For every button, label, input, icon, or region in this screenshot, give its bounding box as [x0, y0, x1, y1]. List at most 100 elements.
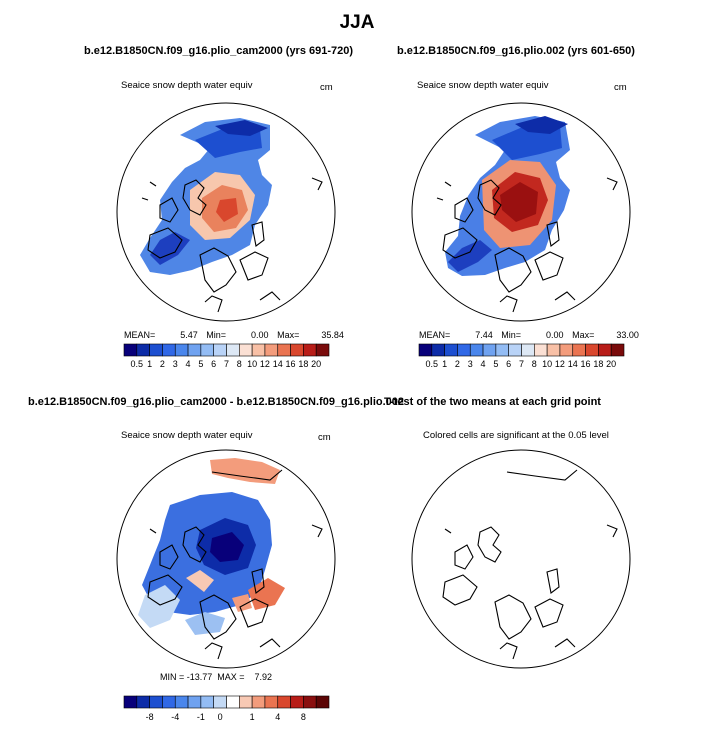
colorbar-tick-label: 1: [147, 359, 152, 369]
colorbar-swatch: [277, 695, 291, 709]
colorbar-swatch: [226, 343, 240, 357]
panel-2-map: [411, 102, 631, 322]
min-label: Min=: [501, 330, 522, 340]
colorbar-swatch: [264, 695, 279, 709]
diff-light-2: [185, 612, 225, 635]
panel-3-map: [116, 449, 336, 669]
coastlines: [436, 177, 618, 313]
mean-value: 7.44: [475, 330, 493, 340]
colorbar-tick-label: 18: [298, 359, 308, 369]
ice-peak: [500, 182, 538, 222]
panel-2-units: cm: [614, 82, 627, 93]
diff-pos-4: [232, 594, 252, 612]
colorbar-tick-label: 10: [542, 359, 552, 369]
colorbar-swatch: [534, 343, 548, 357]
colorbar-swatch: [546, 343, 561, 357]
ice-peak: [216, 198, 238, 222]
colorbar-swatch: [200, 695, 214, 709]
colorbar-swatch: [251, 343, 266, 357]
panel-1-stats: MEAN= 5.47 Min= 0.00 Max= 35.84: [124, 330, 344, 340]
diff-pos-2: [248, 578, 285, 610]
mean-label: MEAN=: [124, 330, 156, 340]
panel-1-map: [116, 102, 336, 322]
colorbar-swatch: [418, 343, 433, 357]
colorbar-tick-label: 16: [286, 359, 296, 369]
colorbar-tick-label: 16: [581, 359, 591, 369]
colorbar-swatch: [239, 343, 253, 357]
colorbar-swatch: [136, 695, 150, 709]
colorbar-tick-label: 7: [224, 359, 229, 369]
colorbar-swatch: [482, 343, 497, 357]
colorbar-tick-label: 1: [250, 712, 255, 722]
ice-edge: [150, 232, 190, 265]
diff-center: [210, 532, 244, 562]
colorbar-tick-label: 6: [211, 359, 216, 369]
colorbar-swatch: [559, 343, 574, 357]
colorbar-swatch: [187, 343, 202, 357]
colorbar-panel-2: 0.5 1 2 3 4 5 6 7 8 10 12 14 16 18 20: [418, 343, 625, 369]
colorbar-swatch: [123, 695, 138, 709]
colorbar-swatch: [469, 343, 484, 357]
colorbar-swatch: [303, 695, 317, 709]
colorbar-tick-label: 14: [568, 359, 578, 369]
panel-3-variable: Seaice snow depth water equiv: [121, 430, 253, 441]
colorbar-panel-1: 0.5 1 2 3 4 5 6 7 8 10 12 14 16 18 20: [123, 343, 330, 369]
colorbar-swatch: [585, 343, 599, 357]
colorbar-tick-label: 12: [555, 359, 565, 369]
colorbar-swatch: [277, 343, 291, 357]
colorbar-swatch: [290, 343, 304, 357]
colorbar-tick-label: 2: [455, 359, 460, 369]
colorbar-swatch: [149, 343, 163, 357]
colorbar-swatch: [315, 695, 330, 709]
colorbar-swatch: [174, 695, 189, 709]
colorbar-swatch: [457, 343, 471, 357]
colorbar-tick-label: 6: [506, 359, 511, 369]
panel-4-title: T-test of the two means at each grid poi…: [384, 396, 601, 408]
colorbar-panel-3: -8 -4 -1 0 1 4 8: [123, 695, 330, 722]
min-value: 0.00: [251, 330, 269, 340]
colorbar-tick-label: 3: [468, 359, 473, 369]
ice-north-rim: [515, 116, 568, 134]
panel-3-stats: MIN = -13.77 MAX = 7.92: [160, 672, 273, 682]
panel-2-variable: Seaice snow depth water equiv: [417, 80, 549, 91]
colorbar-swatch: [610, 343, 625, 357]
colorbar-tick-label: 18: [593, 359, 603, 369]
colorbar-tick-label: -4: [171, 712, 179, 722]
max-label: Max=: [277, 330, 300, 340]
colorbar-swatch: [213, 343, 227, 357]
colorbar-swatch: [123, 343, 138, 357]
diff-pos-3: [186, 570, 214, 592]
colorbar-swatch: [431, 343, 445, 357]
panel-1-variable: Seaice snow depth water equiv: [121, 80, 253, 91]
page-title: JJA: [339, 12, 375, 33]
colorbar-tick-label: 3: [173, 359, 178, 369]
ice-north-rim: [215, 120, 268, 136]
panel-1-title: b.e12.B1850CN.f09_g16.plio_cam2000 (yrs …: [84, 45, 354, 57]
min-label: Min=: [206, 330, 227, 340]
panel-4-note: Colored cells are significant at the 0.0…: [423, 430, 609, 441]
colorbar-swatch: [213, 695, 227, 709]
colorbar-swatch: [200, 343, 214, 357]
colorbar-swatch: [508, 343, 522, 357]
colorbar-tick-label: 20: [311, 359, 321, 369]
colorbar-swatch: [239, 695, 253, 709]
colorbar-swatch: [315, 343, 330, 357]
colorbar-tick-label: 8: [301, 712, 306, 722]
colorbar-tick-label: 14: [273, 359, 283, 369]
colorbar-swatch: [162, 695, 176, 709]
colorbar-tick-label: -1: [197, 712, 205, 722]
colorbar-tick-label: 0.5: [131, 359, 144, 369]
panel-1-units: cm: [320, 82, 333, 93]
colorbar-swatch: [572, 343, 586, 357]
colorbar-swatch: [264, 343, 279, 357]
colorbar-swatch: [226, 695, 240, 709]
colorbar-swatch: [149, 695, 163, 709]
colorbar-tick-label: 20: [606, 359, 616, 369]
coastlines: [147, 469, 323, 660]
colorbar-tick-label: 12: [260, 359, 270, 369]
colorbar-swatch: [290, 695, 304, 709]
colorbar-swatch: [444, 343, 458, 357]
panel-2-stats: MEAN= 7.44 Min= 0.00 Max= 33.00: [419, 330, 639, 340]
colorbar-swatch: [495, 343, 509, 357]
